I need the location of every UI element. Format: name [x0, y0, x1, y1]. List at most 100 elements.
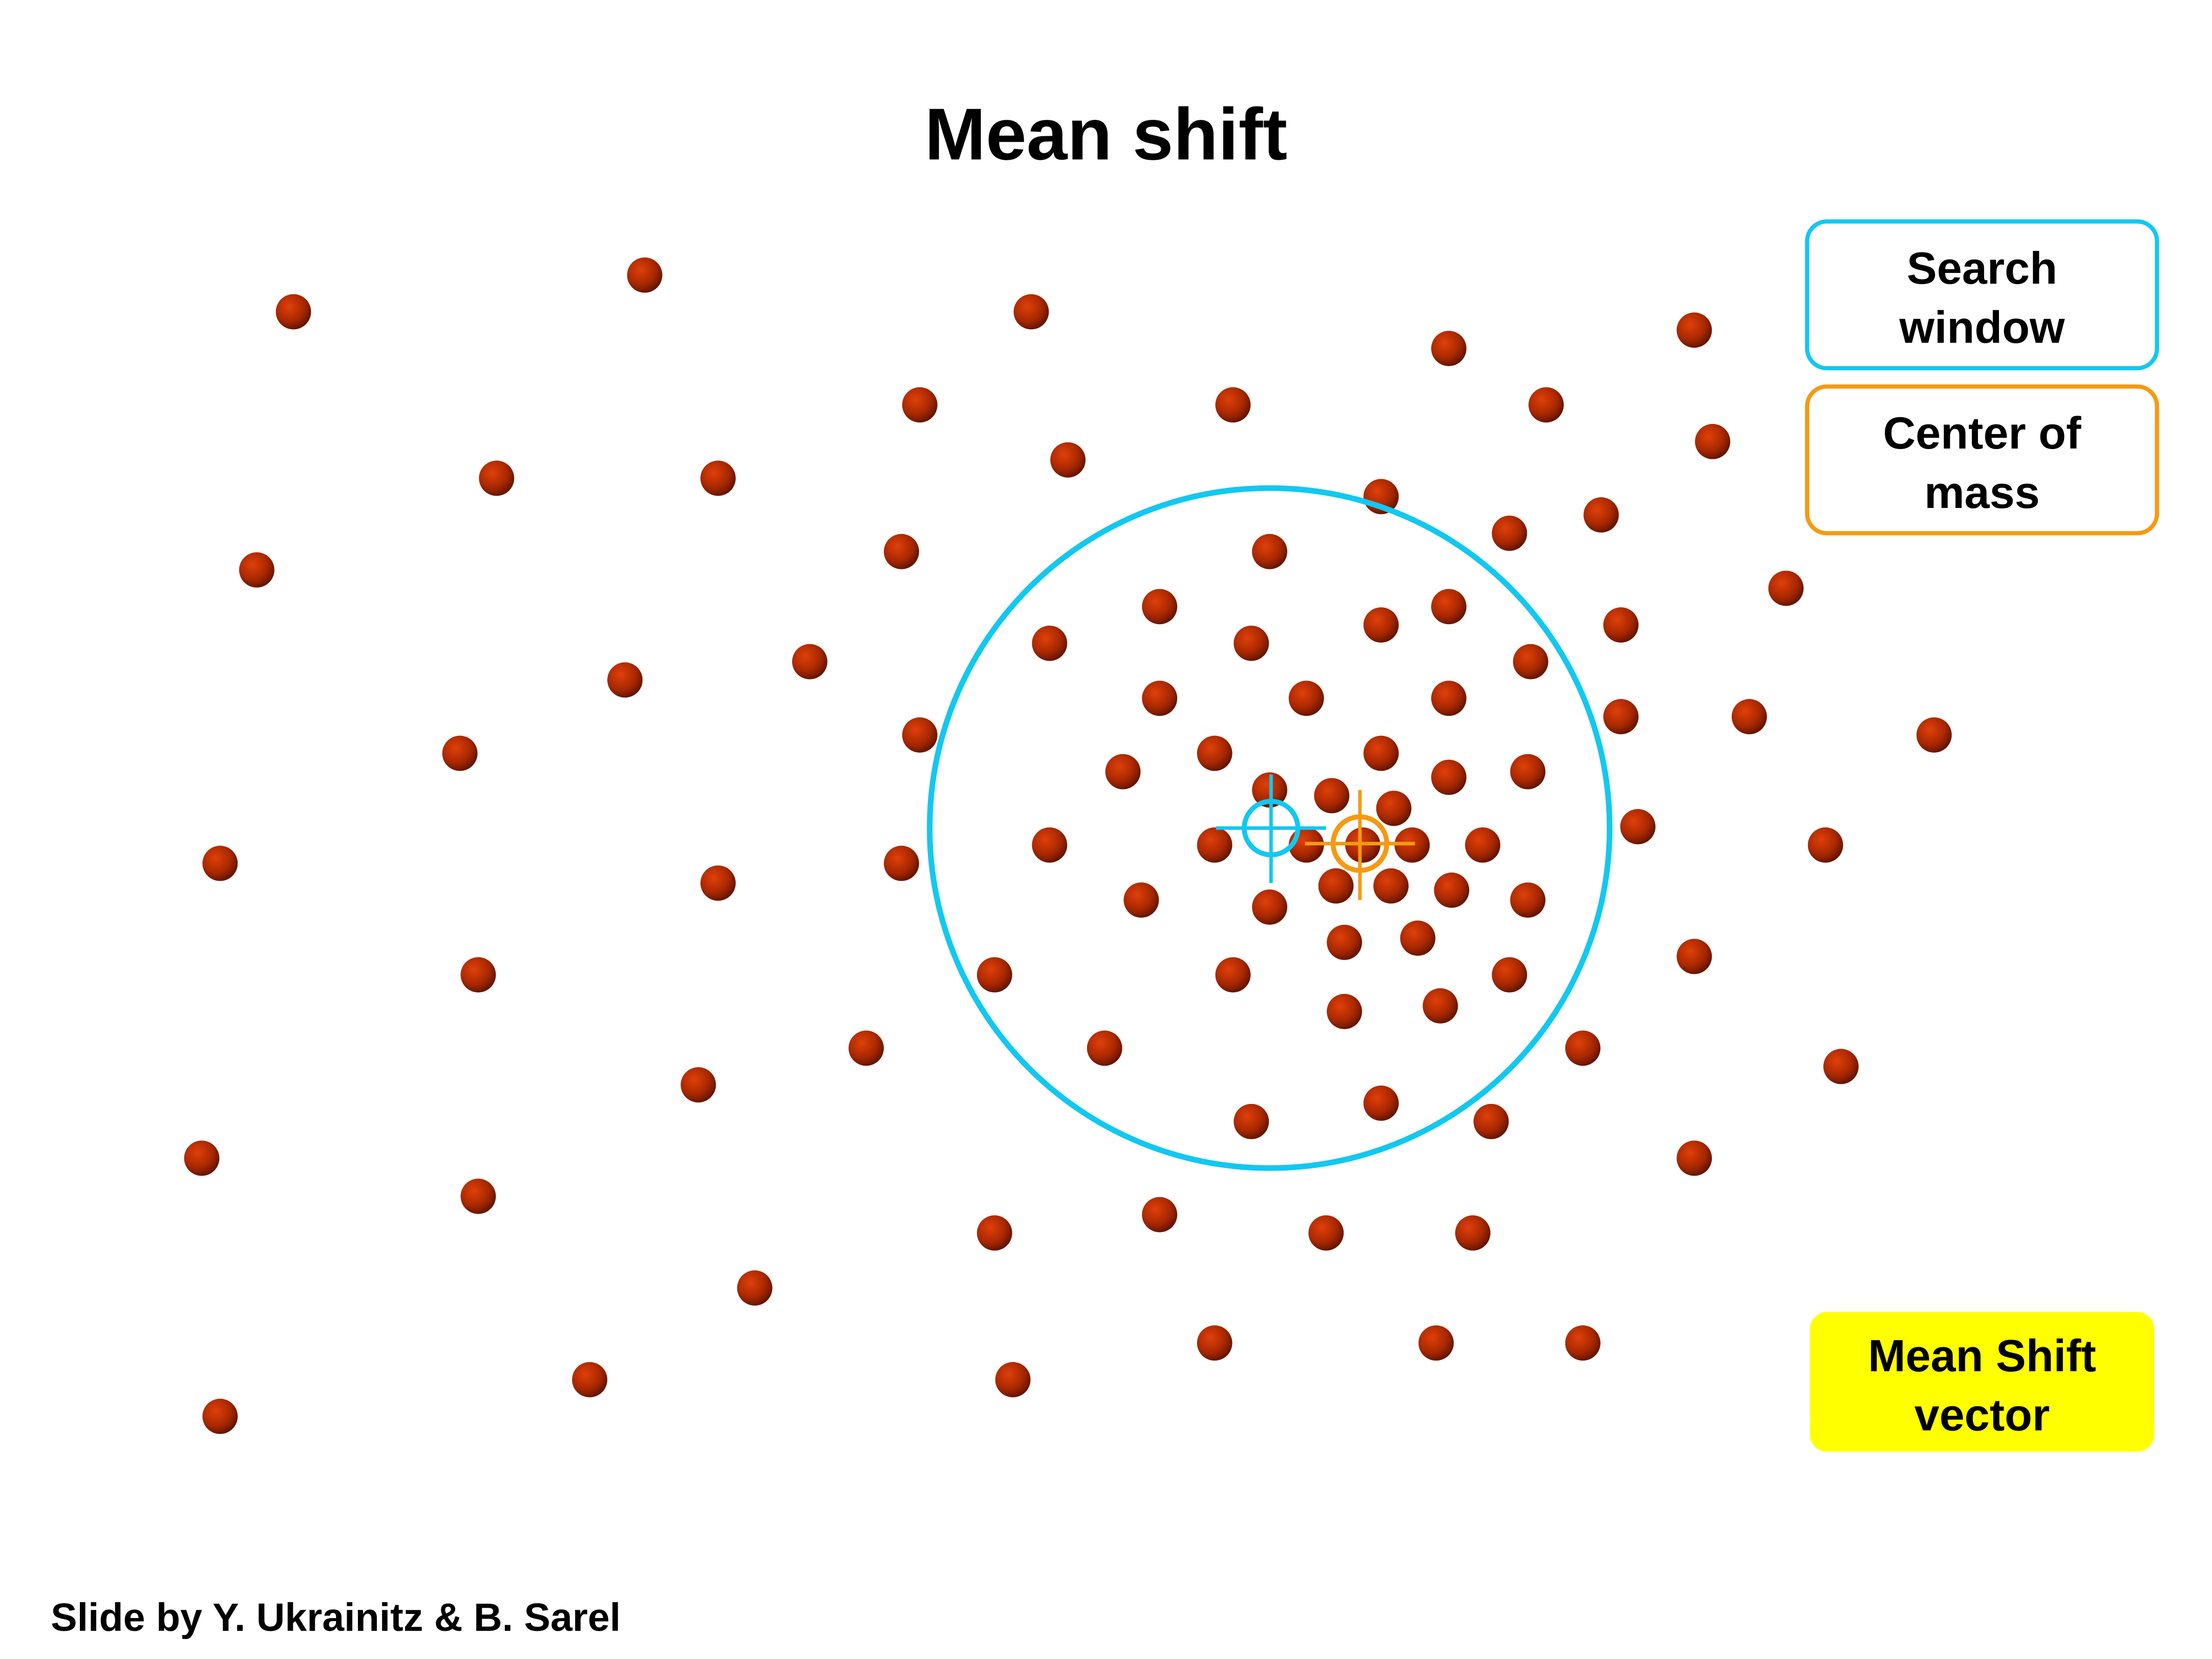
window-center [1216, 774, 1326, 883]
data-point [680, 1067, 716, 1103]
data-point [572, 1362, 608, 1397]
data-point [884, 534, 919, 569]
data-point [700, 865, 736, 901]
data-point [1676, 1140, 1712, 1176]
data-point [1318, 868, 1354, 904]
data-point [1583, 497, 1619, 533]
data-point [1142, 1197, 1178, 1232]
data-point [1252, 889, 1288, 925]
data-points [184, 257, 1952, 1434]
data-point [700, 460, 736, 496]
data-point [1373, 868, 1409, 904]
data-point [1455, 1215, 1491, 1251]
center-of-mass [1305, 790, 1415, 900]
data-point [1565, 1325, 1601, 1361]
data-point [1215, 957, 1251, 993]
data-point [1288, 680, 1324, 716]
data-point [1013, 294, 1049, 330]
legend-box [1810, 1312, 2155, 1452]
data-point [1032, 625, 1068, 661]
data-point [1528, 387, 1564, 423]
data-point [1363, 607, 1399, 643]
data-point [884, 845, 919, 881]
data-point [1492, 957, 1527, 993]
legend-box [1805, 219, 2159, 371]
data-point [1363, 735, 1399, 771]
data-point [976, 957, 1012, 993]
data-point [1087, 1030, 1122, 1066]
data-point [1050, 442, 1086, 478]
data-point [848, 1030, 884, 1066]
data-point [1565, 1030, 1601, 1066]
data-point [275, 294, 311, 330]
data-point [1400, 920, 1436, 956]
data-point [1197, 1325, 1232, 1361]
legend-text: Search [1907, 243, 2057, 293]
data-point [902, 387, 938, 423]
data-point [1510, 882, 1546, 918]
data-point [1916, 717, 1952, 753]
data-point [1695, 423, 1731, 459]
data-point [1327, 993, 1363, 1029]
data-point [1197, 735, 1232, 771]
data-point [1807, 827, 1843, 863]
data-point [1603, 607, 1639, 643]
legend-text: mass [1924, 467, 2039, 518]
data-point [1823, 1049, 1859, 1084]
data-point [976, 1215, 1012, 1251]
data-point [1431, 589, 1466, 625]
data-point [1197, 827, 1232, 863]
data-point [460, 1178, 496, 1214]
data-point [1418, 1325, 1454, 1361]
data-point [1676, 939, 1712, 974]
data-point [239, 552, 274, 588]
data-point [1363, 1086, 1399, 1121]
data-point [479, 460, 515, 496]
slide-title: Mean shift [925, 93, 1287, 175]
legend-text: Mean Shift [1868, 1330, 2096, 1381]
data-point [1603, 699, 1639, 735]
data-point [1620, 809, 1656, 844]
data-point [1513, 644, 1548, 679]
data-point [1308, 1215, 1344, 1251]
data-point [442, 735, 478, 771]
data-point [1431, 759, 1466, 795]
data-point [1676, 312, 1712, 348]
data-point [737, 1270, 773, 1306]
data-point [202, 845, 238, 881]
data-point [902, 717, 938, 753]
data-point [202, 1398, 238, 1434]
data-point [1473, 1103, 1509, 1139]
data-point [1465, 827, 1501, 863]
data-point [1731, 699, 1767, 735]
data-point [1215, 387, 1251, 423]
data-point [1431, 331, 1466, 366]
data-point [1376, 791, 1412, 826]
data-point [1314, 778, 1350, 814]
data-point [1032, 827, 1068, 863]
data-point [1233, 1103, 1269, 1139]
data-point [1434, 873, 1470, 908]
data-point [1422, 988, 1458, 1024]
data-point [607, 662, 643, 698]
search-window [927, 485, 1613, 1171]
data-point [1768, 570, 1804, 606]
data-point [184, 1140, 220, 1176]
data-point [792, 644, 827, 679]
data-point [460, 957, 496, 993]
legend-box [1805, 384, 2159, 536]
legend-text: vector [1915, 1390, 2050, 1440]
legend-text: Center of [1883, 408, 2081, 458]
data-point [1142, 680, 1178, 716]
data-point [1105, 754, 1141, 790]
data-point [1327, 924, 1363, 960]
legend-text: window [1899, 302, 2065, 352]
footer: Slide by Y. Ukrainitz & B. Sarel [51, 1596, 621, 1640]
data-point [1431, 680, 1466, 716]
data-point [1233, 625, 1269, 661]
data-point [1492, 515, 1527, 551]
data-point [627, 257, 663, 293]
data-point [995, 1362, 1031, 1397]
data-point [1123, 882, 1159, 918]
